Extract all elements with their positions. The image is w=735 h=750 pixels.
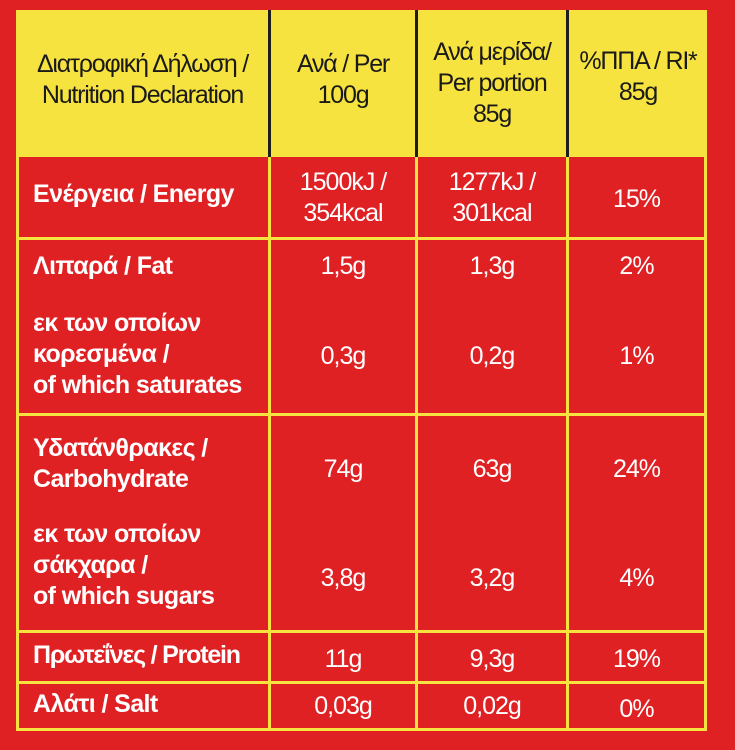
value-per-100g: 3,8g [320,564,367,592]
header-line: %ΠΠΑ / RI* [579,46,697,75]
label-line: Carbohydrate [33,465,189,493]
row-label: Αλάτι / Salt [33,690,158,718]
row-label: Πρωτεΐνες / Protein [33,641,241,669]
value-line: 1277kJ / [448,168,537,196]
header-line: 100g [317,80,370,109]
value-per-portion: 3,2g [469,564,516,592]
value-ri: 4% [619,564,654,592]
label-line: of which sugars [33,582,215,610]
grid-line [704,157,707,731]
value-per-100g: 1,5g [320,252,367,280]
value-per-portion: 9,3g [469,645,516,673]
nutrition-table: Διατροφική Δήλωση / Nutrition Declaratio… [16,10,707,731]
header-divider [268,10,271,157]
grid-line [16,237,707,240]
header-per-portion: Ανά μερίδα/ Per portion 85g [418,10,566,157]
grid-line [16,157,19,731]
value-per-100g: 11g [324,645,363,673]
value-ri: 19% [612,645,661,673]
grid-line [268,157,271,731]
grid-line [16,681,707,684]
label-line: κορεσμένα / [33,340,170,368]
label-line: σάκχαρα / [33,551,148,579]
row-label: εκ των οποίων σάκχαρα / of which sugars [19,519,215,612]
grid-line [566,157,569,731]
header-per-100g: Ανά / Per 100g [271,10,415,157]
value-per-portion: 1277kJ / 301kcal [418,167,566,229]
value-ri: 24% [612,455,661,483]
label-line: εκ των οποίων [33,309,201,337]
row-label: Λιπαρά / Fat [33,252,173,280]
value-per-portion: 63g [472,455,513,483]
value-ri: 15% [612,185,661,213]
label-line: of which saturates [33,371,242,399]
row-label: Ενέργεια / Energy [33,180,234,208]
row-label: Υδατάνθρακες / Carbohydrate [19,433,208,495]
value-per-portion: 0,2g [469,342,516,370]
header-line: Per portion [437,69,547,97]
header-line: Ανά μερίδα/ [433,38,552,66]
value-per-portion: 0,02g [463,692,522,720]
grid-line [415,157,418,731]
value-line: 354kcal [303,199,383,227]
header-line: Ανά / Per [296,49,390,78]
header-line: 85g [618,77,658,106]
table-body: Ενέργεια / Energy 1500kJ / 354kcal 1277k… [16,157,707,731]
value-line: 1500kJ / [299,168,388,196]
value-per-100g: 74g [323,455,364,483]
header-divider [566,10,569,157]
header-line: 85g [472,100,512,128]
value-per-100g: 1500kJ / 354kcal [271,167,415,229]
label-line: Υδατάνθρακες / [33,434,208,462]
row-label: εκ των οποίων κορεσμένα / of which satur… [19,308,242,401]
header-reference-intake: %ΠΠΑ / RI* 85g [569,10,707,157]
value-ri: 0% [619,695,654,723]
value-per-100g: 0,03g [314,692,373,720]
value-per-100g: 0,3g [320,342,367,370]
table-header: Διατροφική Δήλωση / Nutrition Declaratio… [16,10,707,157]
value-ri: 1% [619,342,654,370]
header-line: Διατροφική Δήλωση / [36,49,249,78]
value-per-portion: 1,3g [469,252,516,280]
grid-line [16,728,707,731]
header-divider [415,10,418,157]
label-line: εκ των οποίων [33,520,201,548]
grid-line [16,413,707,416]
value-ri: 2% [619,252,654,280]
header-nutrition-declaration: Διατροφική Δήλωση / Nutrition Declaratio… [16,10,269,157]
grid-line [16,630,707,633]
value-line: 301kcal [452,199,532,227]
header-line: Nutrition Declaration [41,80,244,109]
